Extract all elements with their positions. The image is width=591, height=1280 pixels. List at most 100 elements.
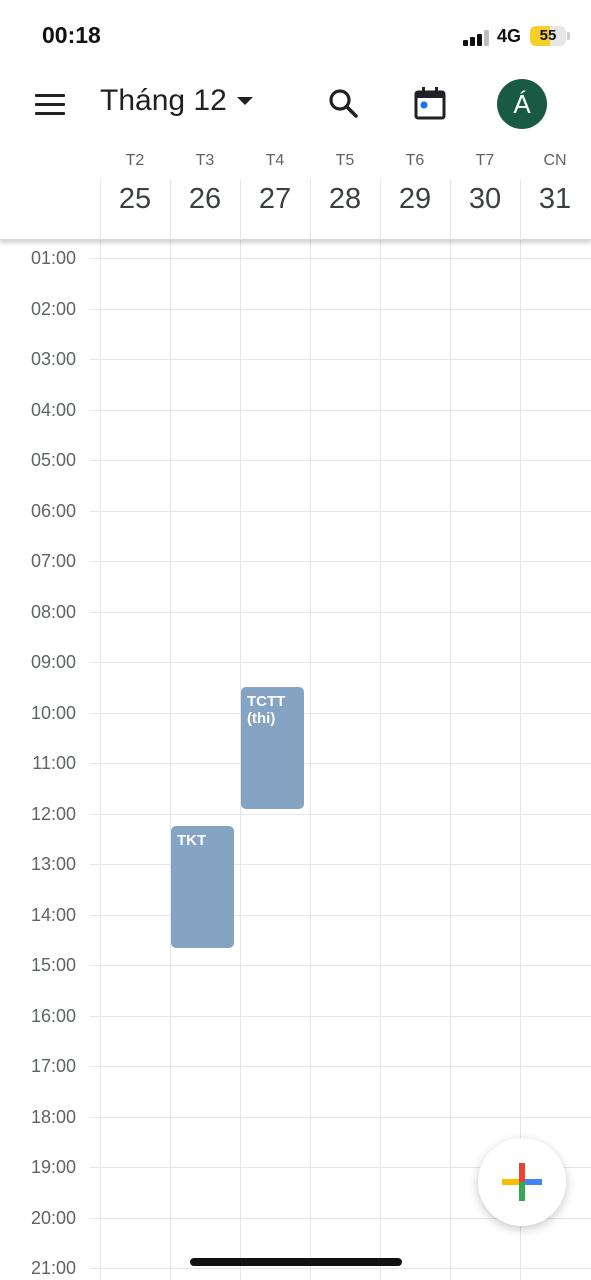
hour-label: 03:00 bbox=[30, 349, 76, 369]
event-title: TCTT (thi) bbox=[247, 693, 286, 728]
dropdown-caret-icon bbox=[236, 97, 253, 105]
day-number-label: 29 bbox=[398, 183, 432, 215]
hour-label: 14:00 bbox=[30, 904, 76, 925]
column-divider bbox=[310, 180, 311, 240]
day-of-week-label: T6 bbox=[405, 152, 425, 169]
avatar[interactable]: Á bbox=[497, 79, 547, 129]
day-number-label: 25 bbox=[118, 183, 152, 215]
create-event-button[interactable] bbox=[478, 1138, 566, 1226]
column-divider bbox=[100, 180, 101, 240]
status-bar: 00:18 4G 55 bbox=[0, 0, 591, 70]
day-of-week-label: T7 bbox=[475, 152, 495, 169]
day-number-label: 27 bbox=[258, 183, 292, 215]
network-label: 4G bbox=[497, 26, 522, 46]
hour-label: 12:00 bbox=[30, 803, 76, 824]
status-time: 00:18 bbox=[42, 22, 101, 48]
today-calendar-icon[interactable] bbox=[410, 84, 450, 124]
hour-gridline bbox=[90, 965, 591, 966]
day-column-header[interactable]: T6 29 bbox=[380, 140, 450, 240]
day-column-divider bbox=[380, 240, 381, 1280]
day-column-header[interactable]: CN 31 bbox=[520, 140, 590, 240]
column-divider bbox=[170, 180, 171, 240]
hour-label: 16:00 bbox=[30, 1005, 76, 1026]
day-column-header[interactable]: T3 26 bbox=[170, 140, 240, 240]
hour-label: 21:00 bbox=[30, 1258, 76, 1278]
hour-gridline bbox=[90, 460, 591, 461]
day-number-label: 26 bbox=[188, 183, 222, 215]
home-indicator bbox=[190, 1258, 402, 1266]
battery-icon: 55 bbox=[530, 26, 566, 46]
hour-label: 08:00 bbox=[30, 601, 76, 622]
month-selector[interactable]: Tháng 12 bbox=[100, 84, 253, 118]
day-column-header[interactable]: T7 30 bbox=[450, 140, 520, 240]
hour-label: 09:00 bbox=[30, 652, 76, 672]
hour-label: 19:00 bbox=[30, 1157, 76, 1177]
hour-label: 17:00 bbox=[30, 1056, 76, 1076]
day-of-week-label: T4 bbox=[265, 152, 285, 169]
hour-gridline bbox=[90, 1116, 591, 1118]
hour-gridline bbox=[90, 1268, 591, 1269]
hour-gridline bbox=[90, 1066, 591, 1067]
hour-label: 15:00 bbox=[30, 955, 76, 975]
app-bar: Tháng 12 Á bbox=[0, 70, 591, 140]
column-divider bbox=[240, 180, 241, 240]
day-column-divider bbox=[240, 240, 241, 1280]
hour-label: 07:00 bbox=[30, 551, 76, 571]
hour-gridline bbox=[90, 813, 591, 815]
month-label: Tháng 12 bbox=[100, 84, 227, 117]
hour-gridline bbox=[90, 1167, 591, 1168]
menu-icon[interactable] bbox=[30, 88, 70, 122]
hour-gridline bbox=[90, 864, 591, 865]
day-column-divider bbox=[170, 240, 171, 1280]
hour-gridline bbox=[90, 359, 591, 360]
hour-gridline bbox=[90, 662, 591, 663]
day-column-divider bbox=[100, 240, 101, 1280]
hour-gridline bbox=[90, 1015, 591, 1017]
column-divider bbox=[520, 180, 521, 240]
column-divider bbox=[450, 180, 451, 240]
day-column-header[interactable]: T4 27 bbox=[240, 140, 310, 240]
day-column-divider bbox=[310, 240, 311, 1280]
week-grid[interactable]: 01:00 02:00 03:00 04:00 05:00 06:00 07:00 08:00… bbox=[0, 240, 591, 1280]
day-column-header[interactable]: T2 25 bbox=[100, 140, 170, 240]
day-number-label: 28 bbox=[328, 183, 362, 215]
battery-fill bbox=[530, 26, 550, 46]
day-column-divider bbox=[520, 240, 521, 1280]
plus-icon bbox=[502, 1163, 542, 1201]
day-column-divider bbox=[450, 240, 451, 1280]
day-of-week-label: CN bbox=[543, 152, 567, 169]
signal-icon bbox=[463, 30, 491, 46]
hour-gridline bbox=[90, 611, 591, 613]
column-divider bbox=[380, 180, 381, 240]
day-number-label: 31 bbox=[538, 183, 572, 215]
hour-gridline bbox=[90, 914, 591, 916]
calendar-event[interactable]: TKT bbox=[171, 826, 234, 949]
hour-gridline bbox=[90, 712, 591, 714]
day-number-label: 30 bbox=[468, 183, 502, 215]
hour-label: 18:00 bbox=[30, 1106, 76, 1127]
hour-label: 10:00 bbox=[30, 702, 76, 723]
battery-tip bbox=[567, 32, 570, 40]
hour-label: 02:00 bbox=[30, 298, 76, 319]
hour-label: 13:00 bbox=[30, 854, 76, 874]
hour-label: 04:00 bbox=[30, 399, 76, 420]
hour-gridline bbox=[90, 1217, 591, 1219]
search-icon[interactable] bbox=[324, 84, 364, 124]
hour-gridline bbox=[90, 308, 591, 310]
hour-gridline bbox=[90, 409, 591, 411]
event-title: TKT bbox=[177, 832, 207, 850]
day-of-week-label: T3 bbox=[195, 152, 215, 169]
day-of-week-label: T5 bbox=[335, 152, 355, 169]
hour-label: 20:00 bbox=[30, 1207, 76, 1228]
day-column-header[interactable]: T5 28 bbox=[310, 140, 380, 240]
hour-gridline bbox=[90, 763, 591, 764]
week-day-header: T2 25 T3 26 T4 27 T5 28 T6 29 T7 30 CN 31 bbox=[0, 140, 591, 240]
battery-level: 55 bbox=[539, 27, 557, 44]
hour-label: 11:00 bbox=[32, 753, 76, 773]
hour-label: 01:00 bbox=[30, 248, 76, 268]
hour-label: 06:00 bbox=[30, 500, 76, 521]
hour-gridline bbox=[90, 258, 591, 259]
calendar-event[interactable]: TCTT (thi) bbox=[241, 687, 304, 810]
hour-gridline bbox=[90, 510, 591, 512]
hour-gridline bbox=[90, 561, 591, 562]
